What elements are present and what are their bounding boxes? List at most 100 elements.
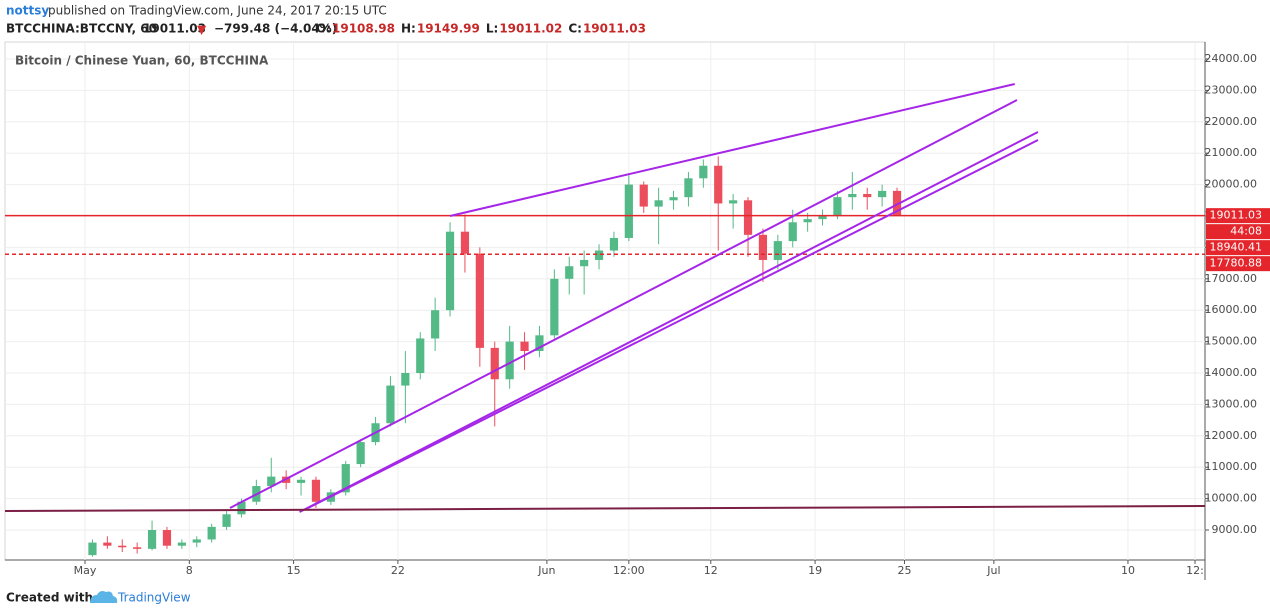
candle-body [654,200,663,207]
candle-body [580,259,589,267]
y-tick-label: 23000.00 [1205,83,1258,96]
candle-body [356,442,365,465]
ohlc-value: 19011.02 [499,22,562,36]
x-tick-label: 12 [704,564,718,577]
price-label: 44:08 [1230,225,1262,238]
candle-body [594,250,604,260]
candle-body [758,234,768,260]
candle-body [386,385,395,424]
candle-body [669,197,678,201]
y-tick-label: 20000.00 [1205,178,1258,191]
y-tick-label: 9000.00 [1212,523,1258,536]
change: −799.48 (−4.04%) [214,22,337,36]
price-label-bg [1206,224,1270,240]
ohlc-label: O: [316,22,331,36]
trend-line [229,99,1018,509]
price-label: 19011.03 [1210,209,1263,222]
candle-body [267,476,276,487]
x-tick-label: 10 [1121,564,1135,577]
price-label: 17780.88 [1210,257,1263,270]
candle-body [639,184,648,207]
candle-body [609,237,619,251]
ohlc-value: 19149.99 [417,22,480,36]
candle-body [684,178,693,198]
x-tick-label: 8 [186,564,193,577]
y-tick-label: 13000.00 [1205,397,1258,410]
x-tick-label: 12:00 [613,564,645,577]
candle-body [237,501,246,515]
y-tick-label: 12000.00 [1205,429,1258,442]
y-tick-label: 24000.00 [1205,52,1258,65]
trend-line [4,505,1206,513]
x-tick-label: 25 [897,564,911,577]
candle-body [401,373,410,386]
candle-body [699,165,708,179]
candle-body [133,547,142,549]
candle-body [863,194,872,198]
candle-body [296,479,306,483]
published: published on TradingView.com, June 24, 2… [48,4,387,18]
y-tick-label: 16000.00 [1205,303,1258,316]
y-tick-label: 10000.00 [1205,492,1258,505]
candle-body [177,542,186,546]
logo-cloud [90,591,118,603]
trend-line [307,139,1039,509]
y-tick-label: 14000.00 [1205,366,1258,379]
arrow: ▼ [197,23,207,37]
y-tick-label: 21000.00 [1205,146,1258,159]
candle-body [207,526,216,540]
y-tick-label: 11000.00 [1205,460,1258,473]
candle-body [803,219,812,223]
x-tick-label: 19 [808,564,822,577]
candle-body [788,222,797,242]
ohlc-label: H: [401,22,416,36]
author[interactable]: nottsy [6,4,49,18]
candle-body [714,165,723,204]
footer-created: Created with [6,591,93,605]
trend-line [449,83,1015,217]
candle-body [460,231,470,254]
ohlc-value: 19011.03 [583,22,646,36]
candle-body [729,200,738,204]
price: 19011.03 [143,22,206,36]
candle-body [878,190,887,198]
price-label-bg [1206,256,1270,272]
price-label: 18940.41 [1210,241,1263,254]
candle-body [118,545,127,548]
x-tick-label: Jun [537,564,555,577]
candle-body [624,184,633,238]
candle-body [88,542,97,556]
ohlc-label: L: [486,22,498,36]
candle-body [848,194,857,198]
y-tick-label: 22000.00 [1205,115,1258,128]
candle-body [743,200,753,235]
candle-body [311,479,321,502]
candle-body [892,190,902,216]
trend-line [299,131,1039,513]
x-tick-label: 15 [287,564,301,577]
y-tick-label: 15000.00 [1205,335,1258,348]
ohlc-label: C: [568,22,582,36]
candle-body [833,197,842,216]
x-tick-label: May [74,564,97,577]
candle-body [505,341,514,380]
candle-body [550,278,559,336]
candle-body [222,514,231,527]
candle-body [520,341,529,352]
x-tick-label: Jul [986,564,1000,577]
candle-body [416,338,425,374]
candle-body [162,530,172,546]
candle-body [490,347,499,380]
candle-body [445,231,455,311]
candle-body [773,241,782,260]
footer-brand[interactable]: TradingView [117,591,191,605]
candle-body [147,530,157,549]
ohlc-value: 19108.98 [332,22,395,36]
candle-body [192,539,201,543]
candle-body [341,464,350,493]
x-tick-label: 22 [391,564,405,577]
x-tick-label: 12: [1186,564,1204,577]
y-tick-label: 17000.00 [1205,272,1258,285]
